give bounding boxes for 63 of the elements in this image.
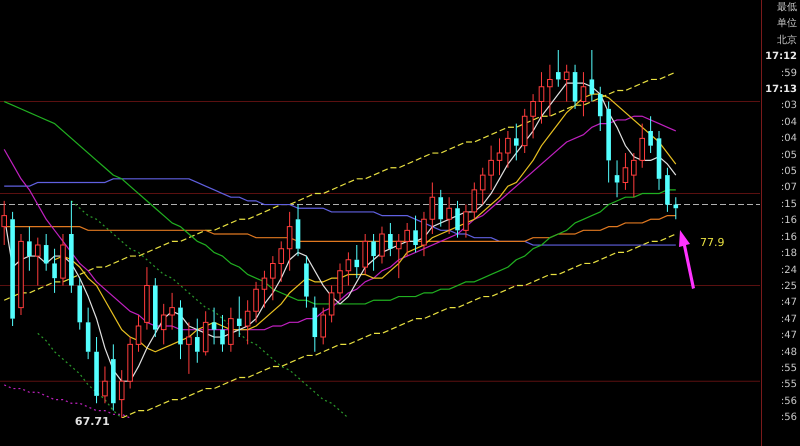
text: :47 (780, 329, 797, 344)
candlestick (296, 204, 300, 257)
text: 单位 (776, 16, 797, 32)
candlestick (590, 50, 594, 102)
candlestick (77, 278, 82, 330)
candlestick (94, 336, 99, 404)
text: :56 (780, 411, 797, 426)
text: :56 (780, 394, 797, 409)
candlestick (388, 222, 393, 257)
candlestick (212, 307, 216, 345)
text: :24 (780, 264, 797, 278)
text: :18 (780, 247, 797, 262)
text: :55 (780, 378, 797, 392)
candlestick (606, 101, 611, 183)
candlestick (27, 226, 32, 272)
candlestick (514, 123, 519, 161)
candlestick (111, 344, 116, 412)
candlestick (10, 211, 15, 326)
candlestick (598, 86, 603, 132)
text: :47 (780, 296, 797, 310)
text: :04 (780, 116, 797, 130)
candlestick (648, 116, 653, 154)
candlestick (69, 200, 74, 294)
text: :15 (780, 198, 797, 212)
text: 最低 (776, 1, 797, 15)
text: :47 (780, 312, 797, 327)
candlestick (674, 196, 678, 220)
candlestick (86, 307, 90, 360)
candlestick (614, 160, 620, 198)
text: :55 (780, 362, 797, 376)
text: :07 (780, 181, 797, 196)
candlestick (44, 234, 48, 272)
annotation: 67.71 (74, 414, 110, 428)
text: :03 (780, 99, 797, 114)
text: :59 (780, 66, 797, 81)
text: 17:12 (764, 50, 797, 64)
text: 77.9 (700, 236, 724, 249)
candlestick (572, 64, 578, 110)
text: :16 (780, 214, 797, 228)
candlestick (236, 296, 242, 338)
text: 北京 (776, 34, 797, 48)
candlestick (354, 244, 360, 279)
candlestick (194, 318, 200, 364)
candlestick (556, 50, 561, 88)
candlestick (438, 189, 444, 228)
candlestick (153, 278, 158, 338)
candlestick (312, 296, 318, 352)
candlestick (413, 215, 418, 253)
candlestick (178, 300, 183, 360)
candlestick (371, 234, 376, 272)
text: :48 (780, 346, 797, 360)
text: :25 (780, 280, 797, 294)
candlestick (52, 248, 57, 294)
candlestick (656, 130, 662, 190)
text: 17:13 (764, 83, 797, 98)
text: :05 (780, 165, 797, 180)
text: :16 (780, 230, 797, 245)
candlestick (665, 167, 670, 212)
text: :05 (780, 148, 797, 163)
candlestick (220, 314, 225, 352)
text: :04 (780, 132, 797, 146)
candlestick (455, 200, 460, 238)
candlestick (304, 256, 309, 308)
